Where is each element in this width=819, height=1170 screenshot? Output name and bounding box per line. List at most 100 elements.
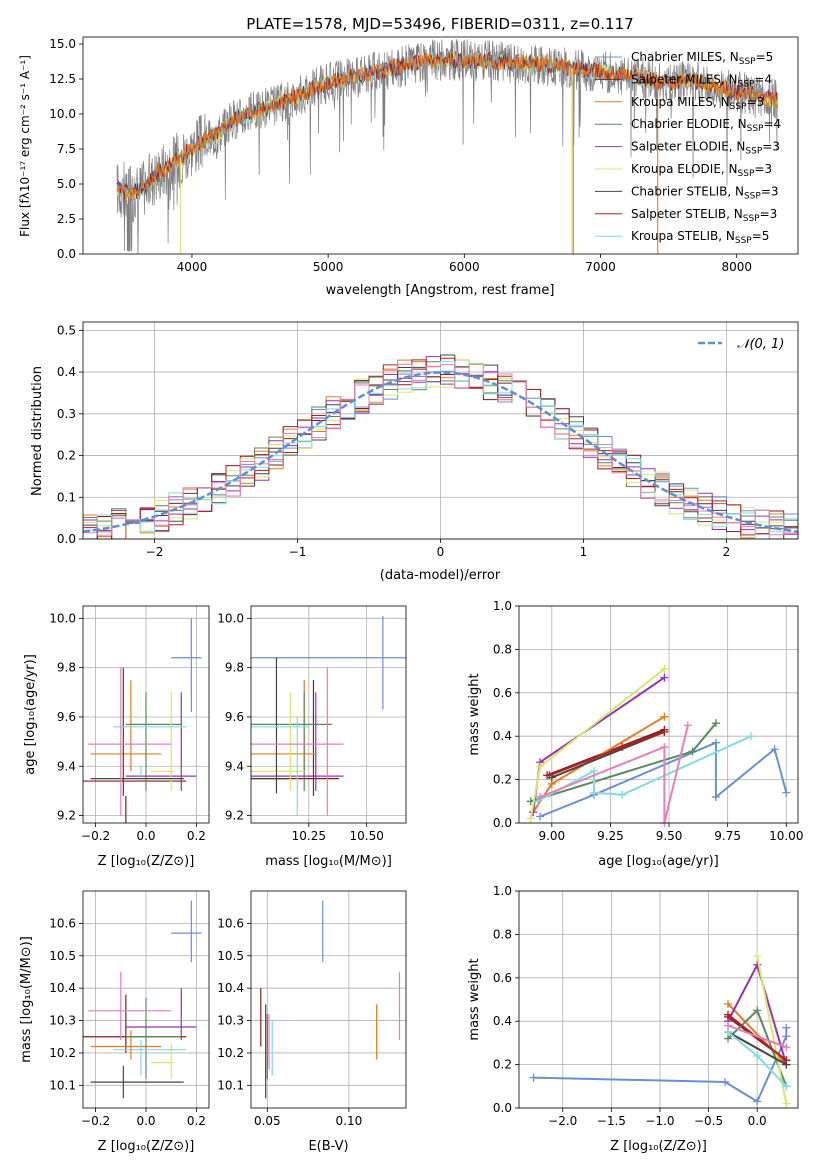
mass-vs-age-xtick-label: 10.25 (292, 829, 326, 843)
parameter-panels: −0.2 0.0 0.2 9.2 9.4 9.6 9.8 10.0 Z [log₁₀(Z/Z⊙)… (19, 599, 803, 1154)
z-vs-weight-xtick-label: −1.5 (597, 1114, 626, 1128)
spectrum-legend-label: Kroupa ELODIE, NSSP=3 (631, 162, 772, 179)
spectrum-ticks: 4000 5000 6000 7000 8000 0.0 2.5 5.0 7.5 10.0 12.5… (49, 37, 752, 274)
residual-axes-frame (82, 321, 799, 540)
z-vs-weight-point-marker (782, 1056, 791, 1065)
residual-histogram-step (83, 363, 798, 538)
z-vs-weight-point-marker (753, 952, 762, 961)
z-vs-age-ytick-label: 9.8 (57, 661, 76, 675)
z-vs-weight-ytick-label: 1.0 (493, 884, 512, 898)
z-vs-weight-series-line (727, 1013, 787, 1062)
z-vs-weight-point-marker (782, 1032, 791, 1041)
z-vs-age-errorbar (88, 667, 172, 816)
age-vs-weight-ytick-label: 0.0 (493, 816, 512, 830)
mass-vs-age-axes-frame (250, 605, 407, 824)
z-vs-age-x-label: Z [log₁₀(Z/Z⊙)] (98, 854, 195, 869)
age-vs-weight-xtick-label: 9.00 (538, 829, 565, 843)
mass-vs-age-errorbar (251, 692, 332, 791)
z-vs-weight-xtick-label: −2.0 (548, 1114, 577, 1128)
spectrum-xtick-label: 8000 (721, 260, 752, 274)
z-vs-age-xtick-label: 0.2 (187, 829, 206, 843)
mass-vs-age-errorbar (251, 692, 344, 791)
age-vs-weight-point-marker (533, 797, 542, 806)
age-vs-weight-point-marker (660, 673, 669, 682)
age-vs-weight-point-marker (618, 743, 627, 752)
age-vs-weight-xtick-label: 9.50 (656, 829, 683, 843)
z-vs-weight-ytick-label: 0.8 (493, 927, 512, 941)
z-vs-weight-series (724, 1010, 791, 1065)
z-vs-mass-x-label: Z [log₁₀(Z/Z⊙)] (98, 1139, 195, 1154)
ebv-vs-mass-ytick-label: 10.1 (217, 1078, 244, 1092)
spectrum-ytick-label: 12.5 (49, 72, 76, 86)
residual-y-label: Normed distribution (30, 366, 45, 496)
spectrum-ytick-label: 7.5 (57, 142, 76, 156)
age-vs-weight-ytick-label: 1.0 (493, 599, 512, 613)
age-vs-weight-point-marker (660, 727, 669, 736)
mass-vs-age-errorbar (251, 716, 309, 816)
z-vs-weight-point-marker (724, 1010, 733, 1019)
spectrum-legend-label: Salpeter ELODIE, NSSP=3 (631, 140, 780, 157)
age-vs-weight-axes-frame (518, 605, 799, 824)
z-vs-age-errorbar (90, 679, 162, 772)
z-vs-mass-errorbar (113, 1039, 187, 1076)
age-vs-weight-point-marker (747, 732, 756, 741)
z-vs-age-xtick-label: −0.2 (81, 829, 110, 843)
z-vs-age-errorbar (125, 692, 197, 791)
residual-xtick-label: −1 (289, 545, 307, 559)
mass-vs-age-markers (251, 615, 406, 816)
ebv-vs-mass-ytick-label: 10.6 (217, 916, 244, 930)
z-vs-weight-axes-frame (518, 890, 799, 1109)
z-vs-mass-panel: −0.2 0.0 0.2 10.1 10.2 10.3 10.4 10.5 10.6 Z [log… (19, 890, 210, 1154)
z-vs-weight-series-line (756, 955, 788, 1104)
mass-vs-age-xtick-label: 10.50 (349, 829, 383, 843)
z-vs-weight-series (724, 1021, 791, 1052)
z-vs-age-errorbar (113, 726, 187, 777)
spectrum-legend-item: Salpeter STELIB, NSSP=3 (595, 207, 777, 224)
z-vs-weight-point-marker (753, 1051, 762, 1060)
age-vs-weight-series-line (539, 741, 788, 818)
age-vs-weight-ytick-label: 0.4 (493, 729, 512, 743)
z-vs-weight-series-line (727, 1031, 787, 1066)
spectrum-legend-item: Chabrier MILES, NSSP=5 (595, 50, 773, 67)
age-vs-weight-y-label: mass weight (467, 673, 482, 755)
spectrum-legend-item: Kroupa STELIB, NSSP=5 (595, 229, 769, 246)
z-vs-age-errorbar (90, 667, 184, 796)
spectrum-axes-frame (82, 36, 799, 255)
ebv-vs-mass-ytick-label: 10.2 (217, 1046, 244, 1060)
spectrum-legend-item: Salpeter ELODIE, NSSP=3 (595, 140, 780, 157)
spectrum-y-label: Flux [fλ10⁻¹⁷ erg cm⁻² s⁻¹ A⁻¹] (18, 55, 32, 237)
residual-ytick-label: 0.2 (57, 449, 76, 463)
z-vs-weight-point-marker (724, 999, 733, 1008)
age-vs-weight-series (545, 727, 669, 780)
age-vs-weight-point-marker (782, 788, 791, 797)
spectrum-ytick-label: 0.0 (57, 247, 76, 261)
residual-xtick-label: −2 (146, 545, 164, 559)
age-vs-weight-point-marker (660, 743, 669, 752)
spectrum-ytick-label: 15.0 (49, 37, 76, 51)
spectrum-xtick-label: 4000 (177, 260, 208, 274)
ebv-vs-mass-xtick-label: 0.10 (336, 1114, 363, 1128)
z-vs-age-errorbar (83, 780, 187, 823)
age-vs-weight-point-marker (526, 814, 535, 823)
residual-ytick-label: 0.4 (57, 365, 76, 379)
age-vs-weight-ytick-label: 0.8 (493, 642, 512, 656)
z-vs-mass-y-label: mass [log₁₀(M/M⊙)] (19, 936, 34, 1063)
z-vs-mass-ytick-label: 10.4 (49, 981, 76, 995)
residual-ytick-label: 0.3 (57, 407, 76, 421)
spectrum-ytick-label: 5.0 (57, 177, 76, 191)
age-vs-weight-point-marker (660, 664, 669, 673)
spectrum-xtick-label: 7000 (585, 260, 616, 274)
z-vs-weight-point-marker (782, 1099, 791, 1108)
age-vs-weight-ytick-label: 0.2 (493, 773, 512, 787)
spectrum-legend-item: Chabrier STELIB, NSSP=3 (595, 184, 779, 201)
z-vs-age-ytick-label: 10.0 (49, 611, 76, 625)
z-vs-age-xtick-label: 0.0 (136, 829, 155, 843)
age-vs-weight-point-marker (711, 738, 720, 747)
mass-vs-age-ytick-label: 9.8 (225, 661, 244, 675)
mass-vs-age-ytick-label: 9.2 (225, 809, 244, 823)
mass-vs-age-ytick-label: 9.4 (225, 759, 244, 773)
z-vs-weight-ytick-label: 0.0 (493, 1101, 512, 1115)
mass-vs-age-x-label: mass [log₁₀(M/M⊙)] (265, 854, 392, 869)
spectrum-legend-label: Kroupa STELIB, NSSP=5 (631, 229, 769, 246)
z-vs-weight-x-label: Z [log₁₀(Z/Z⊙)] (610, 1139, 707, 1154)
